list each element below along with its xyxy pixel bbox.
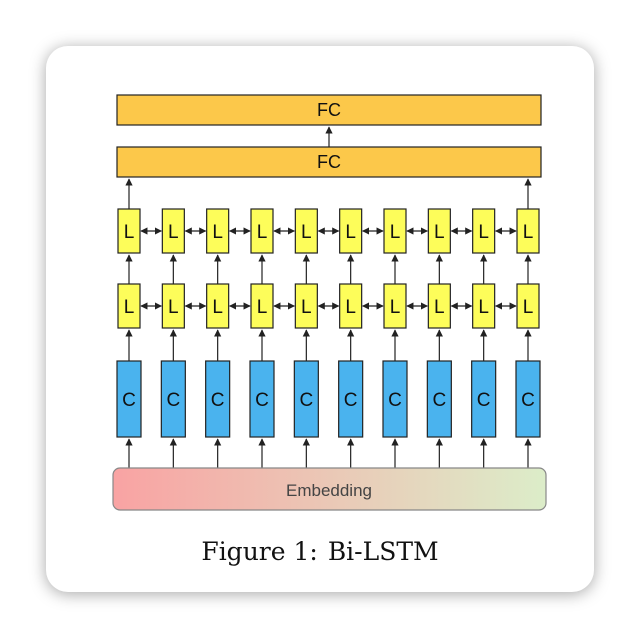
fc-top-box (116, 94, 542, 126)
lstm-label: L (301, 222, 312, 243)
lstm-label: L (478, 297, 489, 318)
lstm-label: L (345, 297, 356, 318)
lstm-label: L (212, 297, 223, 318)
conv-box (293, 360, 319, 438)
lstm-cell-upper (250, 208, 274, 254)
conv-label: C (432, 390, 446, 411)
lstm-cell-upper (516, 208, 540, 254)
lstm-label: L (390, 222, 401, 243)
lstm-label: L (434, 222, 445, 243)
lstm-cell-upper (472, 208, 496, 254)
conv-label: C (255, 390, 269, 411)
conv-box (249, 360, 275, 438)
conv-box (382, 360, 408, 438)
lstm-label: L (212, 222, 223, 243)
lstm-cell-upper (383, 208, 407, 254)
lstm-cell-upper (427, 208, 451, 254)
lstm-label: L (168, 297, 179, 318)
lstm-cell-upper (339, 208, 363, 254)
lstm-cell-upper (206, 208, 230, 254)
caption-label: Figure 1: (201, 537, 318, 566)
bilstm-diagram: FC FC C L L C L L C L L C L L C L L C L L C L L C L L C L L C L L Emb… (112, 94, 547, 511)
conv-label: C (211, 390, 225, 411)
lstm-cell-upper (294, 208, 318, 254)
lstm-label: L (523, 297, 534, 318)
lstm-label: L (301, 297, 312, 318)
conv-label: C (299, 390, 313, 411)
lstm-cell-upper (117, 208, 141, 254)
conv-label: C (388, 390, 402, 411)
conv-label: C (122, 390, 136, 411)
lstm-label: L (257, 297, 268, 318)
conv-label: C (477, 390, 491, 411)
conv-label: C (344, 390, 358, 411)
lstm-label: L (168, 222, 179, 243)
conv-box (116, 360, 142, 438)
figure-caption: Figure 1: Bi-LSTM (0, 537, 640, 566)
conv-box (205, 360, 231, 438)
lstm-label: L (124, 222, 135, 243)
fc-top-label: FC (317, 100, 341, 120)
conv-label: C (521, 390, 535, 411)
lstm-label: L (345, 222, 356, 243)
lstm-label: L (523, 222, 534, 243)
fc-mid-label: FC (317, 152, 341, 172)
conv-label: C (166, 390, 180, 411)
lstm-label: L (390, 297, 401, 318)
embedding-box (112, 467, 547, 511)
caption-text: Bi-LSTM (327, 537, 439, 566)
lstm-cell-upper (161, 208, 185, 254)
lstm-label: L (478, 222, 489, 243)
embedding-label: Embedding (286, 481, 372, 500)
lstm-label: L (434, 297, 445, 318)
fc-mid-box (116, 146, 542, 178)
lstm-label: L (257, 222, 268, 243)
lstm-label: L (124, 297, 135, 318)
